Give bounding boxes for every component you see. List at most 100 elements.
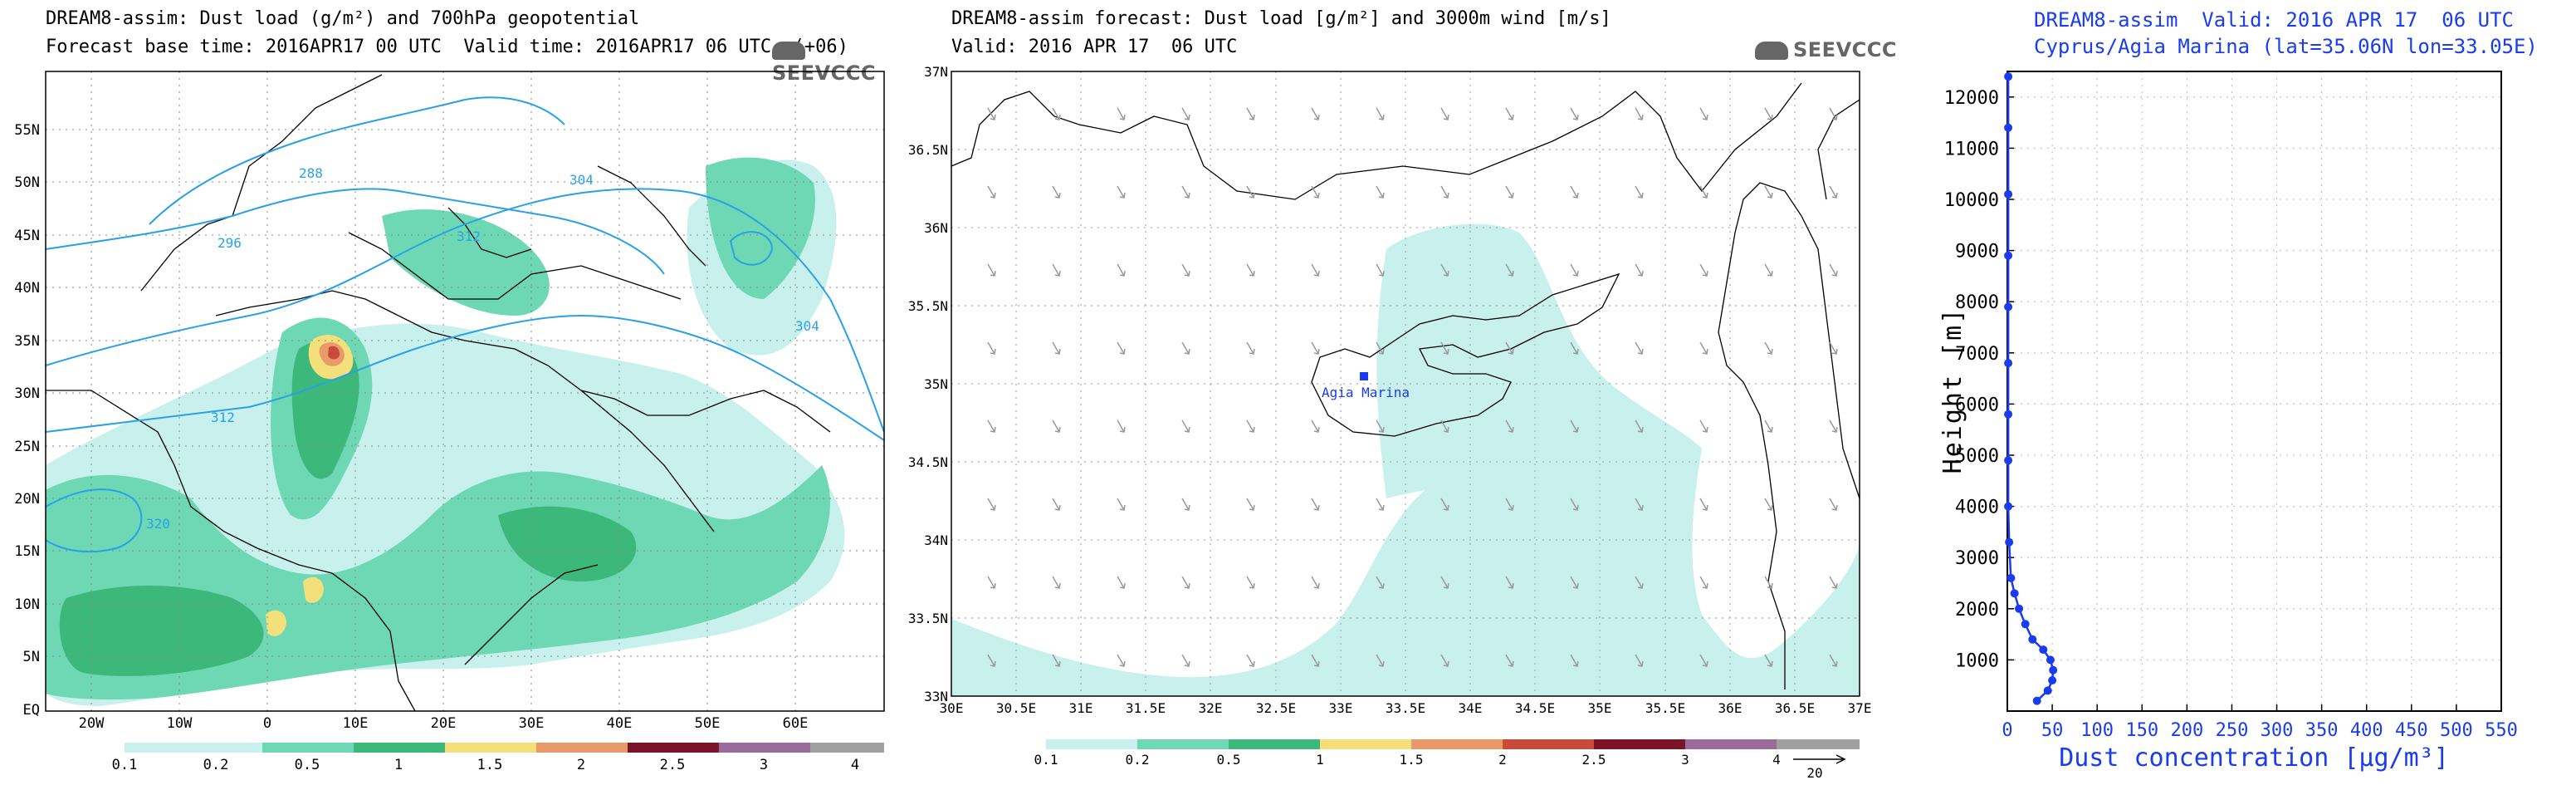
- x-tick-label: 250: [2216, 720, 2249, 741]
- lon-label: 40E: [607, 715, 633, 732]
- profile-subtitle: Cyprus/Agia Marina (lat=35.06N lon=33.05…: [2034, 35, 2538, 58]
- wind-arrow: [1764, 419, 1773, 433]
- y-tick-label: 6000: [1955, 395, 1999, 415]
- colorbar-label: 0.1: [112, 757, 138, 773]
- wind-arrow: [1505, 263, 1514, 277]
- wind-arrow: [1052, 576, 1061, 589]
- y-tick-label: 4000: [1955, 498, 1999, 518]
- wind-reference: 20: [1793, 754, 1846, 781]
- wind-arrow: [987, 263, 996, 277]
- wind-arrow: [1635, 341, 1644, 355]
- colorbar-label: 2: [577, 757, 585, 773]
- colorbar-label: 3: [1681, 752, 1689, 768]
- wind-arrow: [1052, 654, 1061, 667]
- wind-arrow: [1699, 419, 1708, 433]
- lat-label: 37N: [924, 64, 948, 80]
- profile-point: [2043, 686, 2052, 695]
- map1-graticule: [46, 71, 884, 711]
- lat-label: 30N: [14, 385, 40, 402]
- dust-area-yellow-2: [266, 610, 286, 636]
- profile-x-ticks: 0 50 100 150 200 250 300 350 400 450 500 550: [2002, 704, 2518, 741]
- cloud-icon: [1755, 42, 1788, 60]
- wind-arrow: [1635, 498, 1644, 511]
- lat-label: 10N: [14, 596, 40, 613]
- wind-arrow: [1440, 185, 1449, 199]
- x-tick-label: 50: [2041, 720, 2064, 741]
- wind-arrow: [1181, 263, 1190, 277]
- wind-arrow: [1699, 576, 1708, 589]
- lon-label: 34.5E: [1515, 700, 1555, 716]
- wind-arrow: [987, 107, 996, 120]
- wind-arrow: [1181, 341, 1190, 355]
- lat-label: 35.5N: [908, 298, 948, 314]
- wind-arrow: [1505, 341, 1514, 355]
- wind-arrow: [1829, 576, 1838, 589]
- lat-label: 36.5N: [908, 142, 948, 158]
- wind-arrow: [1440, 576, 1449, 589]
- seevccc-logo: SEEVCCC: [772, 38, 905, 85]
- x-tick-label: 200: [2170, 720, 2203, 741]
- wind-arrow: [1052, 263, 1061, 277]
- wind-arrow: [1376, 107, 1385, 120]
- x-tick-label: 550: [2485, 720, 2518, 741]
- lon-label: 30E: [940, 700, 964, 716]
- lat-label: 34N: [924, 532, 948, 548]
- wind-arrow: [1505, 576, 1514, 589]
- logo-text: SEEVCCC: [772, 61, 876, 85]
- contour-ring: [729, 231, 774, 266]
- dust-area-light-2: [1376, 223, 1702, 498]
- lon-label: 35.5E: [1645, 700, 1685, 716]
- dust-area-mid-4: [706, 157, 815, 299]
- wind-arrow: [1570, 185, 1579, 199]
- map1-lon-labels: 20W 10W 0 10E 20E 30E 40E 50E 60E: [79, 715, 809, 732]
- dust-area-dark-3: [498, 506, 637, 581]
- lon-label: 60E: [783, 715, 809, 732]
- wind-arrow: [1635, 263, 1644, 277]
- wind-arrow: [1117, 341, 1126, 355]
- contour-304: [45, 188, 885, 433]
- wind-arrow: [1699, 498, 1708, 511]
- profile-point: [2049, 665, 2058, 675]
- profile-grid: [2007, 71, 2502, 711]
- y-tick-label: 2000: [1955, 600, 1999, 621]
- x-tick-label: 0: [2002, 720, 2012, 741]
- colorbar-label: 1.5: [477, 757, 503, 773]
- wind-arrow: [1764, 263, 1773, 277]
- wind-arrow: [987, 498, 996, 511]
- x-tick-label: 400: [2350, 720, 2383, 741]
- map2-frame: [951, 71, 1860, 697]
- wind-arrow: [1829, 185, 1838, 199]
- wind-arrow: [1570, 654, 1579, 667]
- contour-label: 312: [211, 410, 235, 425]
- wind-arrow: [1699, 654, 1708, 667]
- wind-arrow: [1376, 576, 1385, 589]
- x-tick-label: 450: [2395, 720, 2428, 741]
- map2-subtitle: Valid: 2016 APR 17 06 UTC: [951, 37, 1238, 57]
- dust-area-red: [328, 346, 340, 360]
- wind-arrow: [1181, 107, 1190, 120]
- wind-arrow: [1505, 419, 1514, 433]
- contour-label: 320: [146, 516, 170, 532]
- dust-area-dark-2: [59, 586, 264, 676]
- wind-arrow: [1052, 419, 1061, 433]
- lat-label: 40N: [14, 280, 40, 297]
- map2-colorbar: [1046, 739, 1860, 749]
- wind-arrow: [987, 654, 996, 667]
- lon-label: 30.5E: [996, 700, 1036, 716]
- wind-arrow: [1311, 185, 1320, 199]
- wind-arrow: [1311, 107, 1320, 120]
- colorbar-label: 1: [1316, 752, 1324, 768]
- wind-arrow: [1246, 576, 1255, 589]
- wind-arrow: [1440, 263, 1449, 277]
- wind-arrow: [1117, 185, 1126, 199]
- map2-colorbar-labels: 0.1 0.2 0.5 1 1.5 2 2.5 3 4: [1034, 752, 1781, 768]
- colorbar-label: 1: [394, 757, 403, 773]
- wind-arrow: [1311, 419, 1320, 433]
- wind-arrow: [1764, 498, 1773, 511]
- map1-svg: 288 296 304 304 312 312 320 20W 10W 0 10…: [14, 71, 885, 773]
- seevccc-logo: SEEVCCC: [1755, 38, 1897, 61]
- wind-arrow: [1764, 654, 1773, 667]
- wind-arrow: [1052, 107, 1061, 120]
- colorbar-label: 0.5: [295, 757, 320, 773]
- geopotential-contours: [45, 96, 885, 553]
